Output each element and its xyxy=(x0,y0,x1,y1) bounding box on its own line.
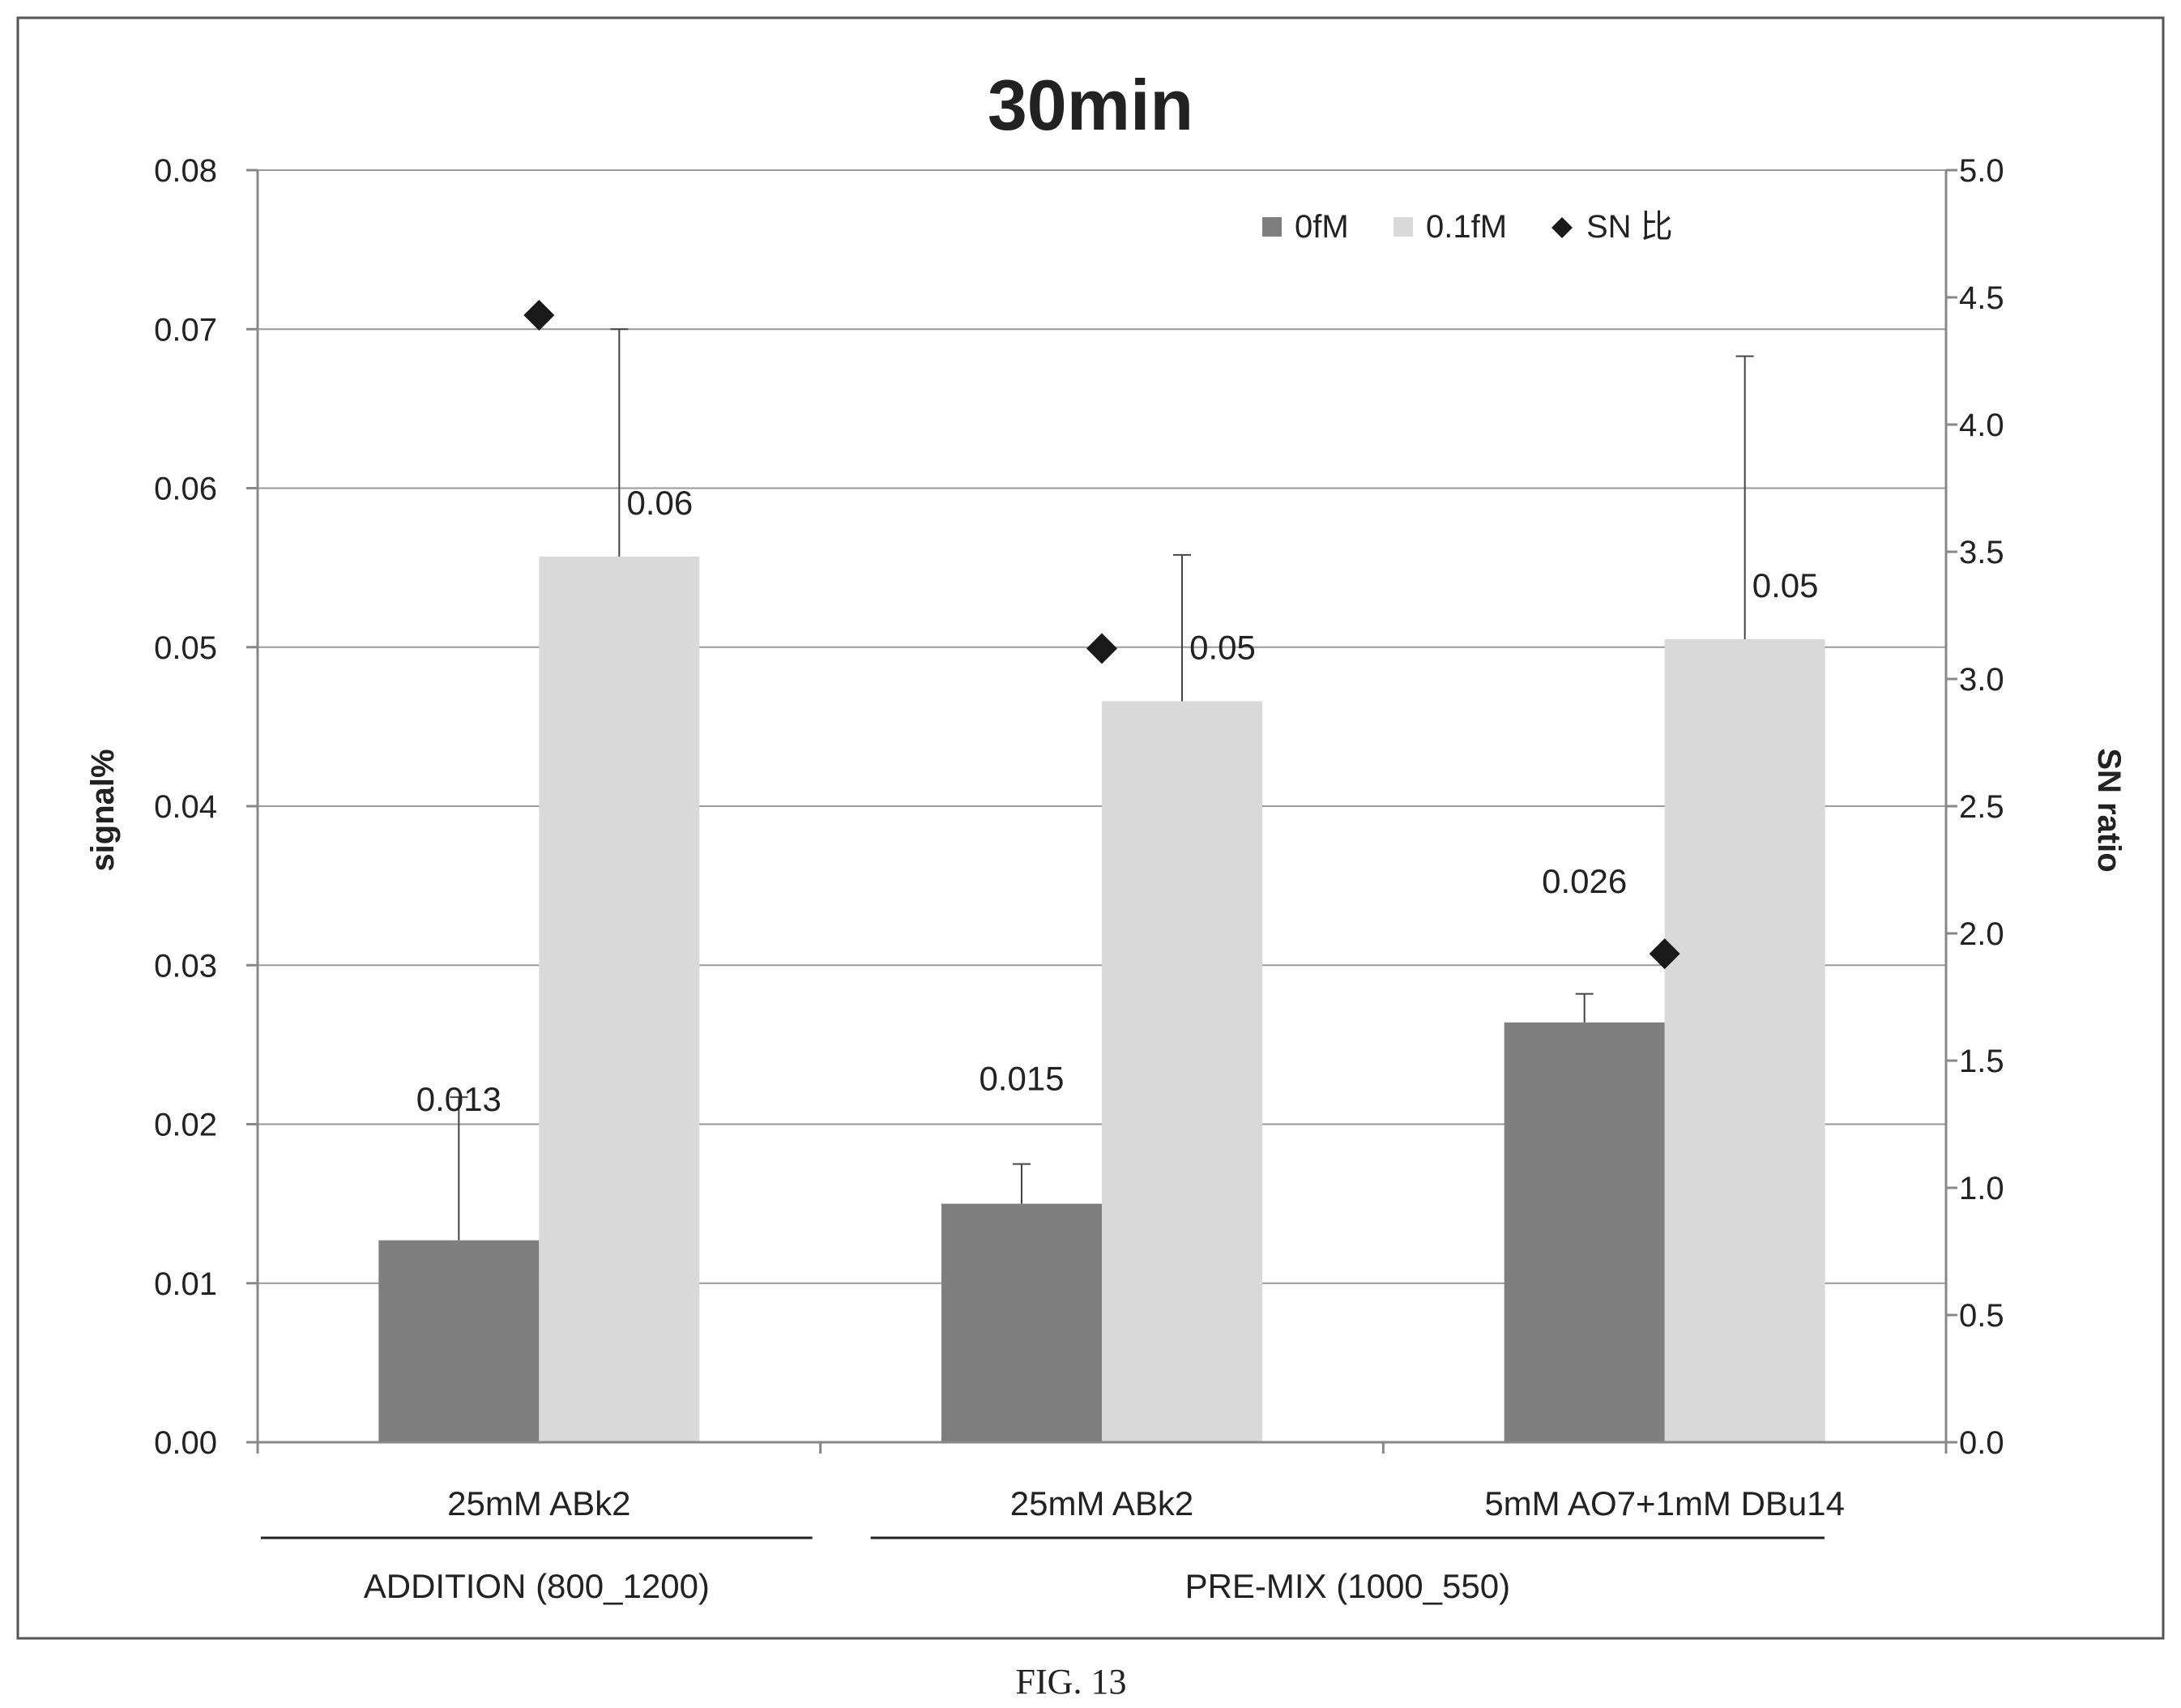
sn-markers xyxy=(523,299,1680,970)
sn-marker xyxy=(523,299,555,331)
legend-label-0fm: 0fM xyxy=(1295,209,1349,245)
legend-label-sn: SN 比 xyxy=(1586,209,1673,245)
bars xyxy=(378,556,1825,1443)
y-tick-label: 0.06 xyxy=(154,472,217,507)
data-label-0-1fm: 0.06 xyxy=(626,484,693,522)
chart-title: 30min xyxy=(988,65,1193,145)
y2-tick-label: 1.0 xyxy=(1959,1171,2004,1206)
y2-tick-label: 0.0 xyxy=(1959,1425,2004,1461)
y2-tick-label: 3.5 xyxy=(1959,535,2004,570)
bar-0fm xyxy=(378,1240,540,1442)
y-tick-label: 0.01 xyxy=(154,1266,217,1302)
error-bars xyxy=(450,328,1754,1240)
y-tick-label: 0.05 xyxy=(154,630,217,666)
figure-caption: FIG. 13 xyxy=(1016,1662,1127,1702)
y2-tick-label: 5.0 xyxy=(1959,153,2004,189)
data-label-0-1fm: 0.05 xyxy=(1752,566,1819,604)
y2-tick-label: 3.0 xyxy=(1959,662,2004,698)
y-axis-ticks: 0.00 0.01 0.02 0.03 0.04 0.05 0.06 0.07 0.08 xyxy=(154,153,258,1461)
group-label: ADDITION (800_1200) xyxy=(364,1567,710,1605)
data-label-0fm: 0.015 xyxy=(979,1060,1064,1098)
bar-0-1fm xyxy=(1102,701,1262,1442)
data-label-0fm: 0.013 xyxy=(416,1080,502,1118)
group-labels: ADDITION (800_1200) PRE-MIX (1000_550) xyxy=(261,1536,1825,1605)
data-label-0-1fm: 0.05 xyxy=(1189,628,1256,666)
y2-tick-label: 4.5 xyxy=(1959,280,2004,316)
y-tick-label: 0.03 xyxy=(154,948,217,984)
group-label: PRE-MIX (1000_550) xyxy=(1185,1567,1511,1605)
bar-0fm xyxy=(1504,1022,1665,1442)
data-labels: 0.013 0.015 0.026 0.06 0.05 0.05 xyxy=(416,484,1819,1118)
category-label: 25mM ABk2 xyxy=(447,1484,630,1522)
category-label: 5mM AO7+1mM DBu14 xyxy=(1484,1484,1845,1522)
bar-0fm xyxy=(941,1203,1102,1442)
y-tick-label: 0.00 xyxy=(154,1425,217,1461)
y-tick-label: 0.08 xyxy=(154,153,217,189)
sn-marker xyxy=(1649,938,1680,970)
y-tick-label: 0.04 xyxy=(154,789,217,825)
y2-tick-label: 4.0 xyxy=(1959,408,2004,443)
legend-swatch-0fm xyxy=(1262,217,1282,237)
y-tick-label: 0.02 xyxy=(154,1108,217,1143)
y-tick-label: 0.07 xyxy=(154,312,217,348)
bar-0-1fm xyxy=(539,556,700,1443)
sn-marker xyxy=(1086,633,1117,664)
legend-label-0-1fm: 0.1fM xyxy=(1426,209,1507,245)
category-label: 25mM ABk2 xyxy=(1010,1484,1193,1522)
y2-axis-ticks: 0.0 0.5 1.0 1.5 2.0 2.5 3.0 3.5 4.0 4.5 5.0 xyxy=(1946,153,2004,1461)
legend-marker-sn xyxy=(1551,217,1573,238)
x-axis-ticks xyxy=(256,1442,1948,1454)
y2-axis-label: SN ratio xyxy=(2091,748,2127,872)
legend-swatch-0-1fm xyxy=(1394,217,1413,237)
y2-tick-label: 2.5 xyxy=(1959,789,2004,825)
legend: 0fM 0.1fM SN 比 xyxy=(1262,209,1673,245)
category-labels: 25mM ABk2 25mM ABk2 5mM AO7+1mM DBu14 xyxy=(447,1484,1845,1522)
bar-0-1fm xyxy=(1664,638,1825,1442)
y2-tick-label: 1.5 xyxy=(1959,1044,2004,1079)
y2-tick-label: 0.5 xyxy=(1959,1298,2004,1334)
y2-tick-label: 2.0 xyxy=(1959,916,2004,952)
data-label-0fm: 0.026 xyxy=(1542,862,1627,900)
y-axis-label: signal% xyxy=(85,749,121,871)
